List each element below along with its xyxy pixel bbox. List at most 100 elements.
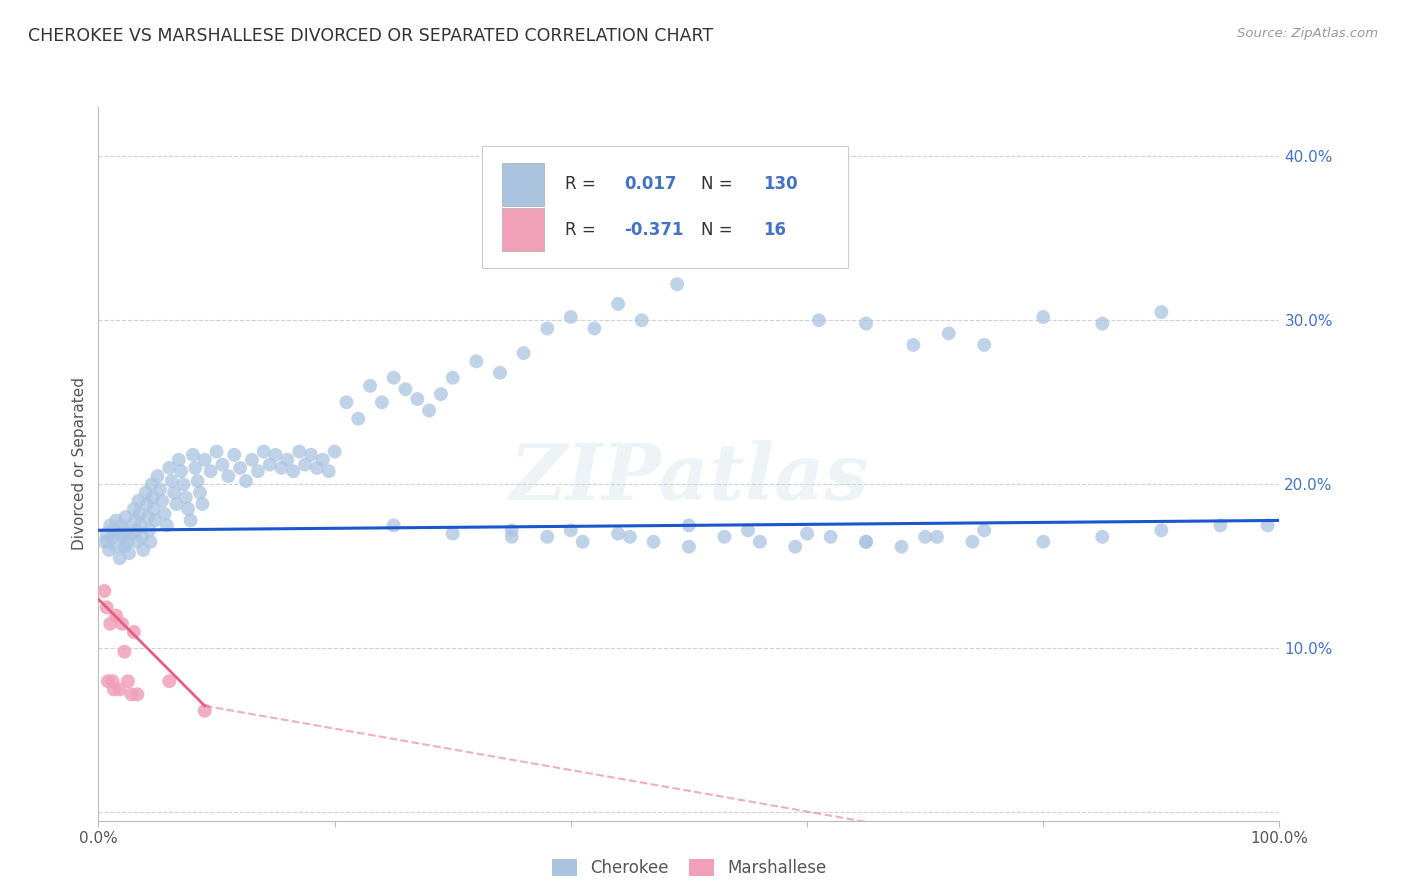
Point	[117, 534, 139, 549]
Text: ZIPatlas: ZIPatlas	[509, 440, 869, 516]
Point	[283, 464, 305, 478]
Point	[312, 452, 335, 467]
Point	[607, 526, 630, 541]
Point	[571, 534, 593, 549]
Point	[270, 461, 292, 475]
Point	[112, 530, 135, 544]
Point	[441, 370, 464, 384]
Point	[138, 523, 160, 537]
Point	[583, 321, 606, 335]
Point	[105, 608, 128, 623]
Point	[246, 464, 269, 478]
FancyBboxPatch shape	[502, 209, 544, 252]
Point	[772, 244, 794, 259]
Point	[107, 526, 129, 541]
Point	[143, 513, 166, 527]
Point	[264, 448, 287, 462]
Point	[1150, 305, 1173, 319]
Point	[188, 485, 211, 500]
Point	[820, 530, 842, 544]
Point	[925, 530, 948, 544]
Point	[394, 382, 416, 396]
Point	[150, 493, 173, 508]
Point	[903, 338, 925, 352]
Point	[200, 464, 222, 478]
Point	[163, 485, 186, 500]
Point	[855, 534, 877, 549]
Point	[276, 452, 298, 467]
Point	[177, 502, 200, 516]
Point	[973, 338, 995, 352]
Point	[737, 231, 759, 245]
Point	[105, 540, 128, 554]
Point	[406, 392, 429, 406]
Point	[335, 395, 357, 409]
Point	[108, 682, 131, 697]
Point	[855, 317, 877, 331]
Legend: Cherokee, Marshallese: Cherokee, Marshallese	[546, 852, 832, 884]
Point	[124, 513, 146, 527]
Point	[194, 704, 217, 718]
Point	[136, 510, 159, 524]
Point	[180, 513, 202, 527]
Point	[142, 491, 165, 505]
Point	[96, 600, 118, 615]
Point	[128, 493, 150, 508]
Point	[141, 477, 163, 491]
FancyBboxPatch shape	[482, 146, 848, 268]
Point	[430, 387, 453, 401]
Point	[108, 551, 131, 566]
Point	[96, 526, 118, 541]
Point	[112, 645, 135, 659]
Point	[607, 297, 630, 311]
Point	[160, 474, 183, 488]
Point	[382, 518, 405, 533]
Point	[678, 540, 700, 554]
Point	[111, 616, 134, 631]
Point	[318, 464, 340, 478]
Point	[205, 444, 228, 458]
Point	[142, 502, 165, 516]
Point	[796, 526, 818, 541]
Point	[135, 485, 157, 500]
Point	[371, 395, 394, 409]
Point	[890, 540, 912, 554]
Point	[1091, 317, 1114, 331]
Point	[146, 469, 169, 483]
Point	[347, 411, 370, 425]
Point	[153, 507, 176, 521]
Point	[211, 458, 233, 472]
Point	[172, 477, 194, 491]
Point	[101, 530, 124, 544]
Point	[105, 513, 128, 527]
Point	[489, 366, 512, 380]
Point	[93, 584, 115, 599]
Point	[235, 474, 257, 488]
Point	[129, 518, 152, 533]
Text: R =: R =	[565, 221, 600, 239]
Point	[240, 452, 263, 467]
Point	[253, 444, 276, 458]
Point	[288, 444, 311, 458]
Point	[132, 543, 155, 558]
Point	[156, 518, 179, 533]
Point	[501, 523, 523, 537]
Point	[229, 461, 252, 475]
Point	[122, 502, 145, 516]
Point	[118, 546, 141, 560]
Text: R =: R =	[565, 175, 600, 193]
Point	[382, 370, 405, 384]
Point	[121, 526, 143, 541]
Point	[128, 507, 150, 521]
Point	[93, 534, 115, 549]
Point	[259, 458, 281, 472]
Point	[560, 523, 582, 537]
Text: 0.017: 0.017	[624, 175, 676, 193]
Point	[1150, 523, 1173, 537]
Point	[536, 530, 558, 544]
Point	[501, 530, 523, 544]
Point	[114, 510, 136, 524]
Point	[127, 687, 149, 701]
Point	[299, 448, 322, 462]
Text: Source: ZipAtlas.com: Source: ZipAtlas.com	[1237, 27, 1378, 40]
